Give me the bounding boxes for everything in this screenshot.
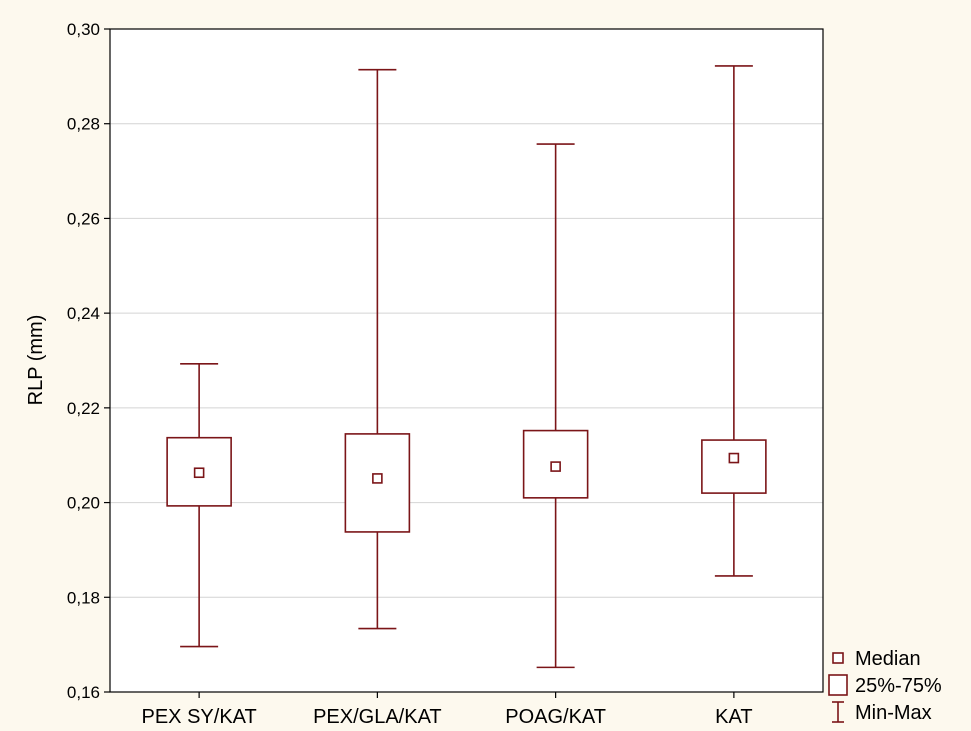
x-axis: PEX SY/KAT PEX/GLA/KAT POAG/KAT KAT: [142, 692, 753, 728]
box-group: [522, 143, 589, 669]
y-tick-label: 0,22: [67, 399, 100, 418]
legend-item: 25%-75%: [828, 674, 942, 697]
box-group: [166, 363, 232, 648]
box-group: [344, 68, 411, 630]
y-tick-label: 0,16: [67, 683, 100, 702]
y-tick-label: 0,20: [67, 494, 100, 513]
box-group: [701, 65, 767, 577]
legend-label: Min-Max: [855, 702, 932, 724]
y-tick-label: 0,28: [67, 115, 100, 134]
median-marker: [550, 461, 561, 472]
median-marker: [728, 452, 740, 464]
y-axis-title: RLP (mm): [25, 315, 47, 406]
median-marker: [372, 473, 383, 484]
legend-box-icon: [828, 674, 848, 696]
legend: Median 25%-75% Min-Max: [828, 648, 942, 724]
y-tick-label: 0,26: [67, 209, 100, 228]
plot-area: [110, 29, 823, 692]
legend-label: 25%-75%: [855, 675, 942, 697]
y-tick-label: 0,30: [67, 20, 100, 39]
legend-median-icon: [832, 652, 844, 664]
x-tick-label: PEX SY/KAT: [142, 706, 257, 728]
iqr-box: [701, 439, 767, 494]
y-tick-label: 0,24: [67, 304, 100, 323]
y-axis: 0,16 0,18 0,20 0,22 0,24 0,26 0,28 0,30: [67, 20, 110, 702]
median-marker: [193, 467, 205, 479]
box-series: [166, 65, 767, 669]
legend-item: Min-Max: [832, 701, 932, 724]
plot-frame: [109, 28, 824, 693]
legend-label: Median: [855, 648, 921, 670]
x-tick-label: KAT: [715, 706, 752, 728]
legend-item: Median: [832, 648, 921, 670]
x-tick-label: POAG/KAT: [505, 706, 606, 728]
y-tick-label: 0,18: [67, 588, 100, 607]
x-tick-label: PEX/GLA/KAT: [313, 706, 442, 728]
